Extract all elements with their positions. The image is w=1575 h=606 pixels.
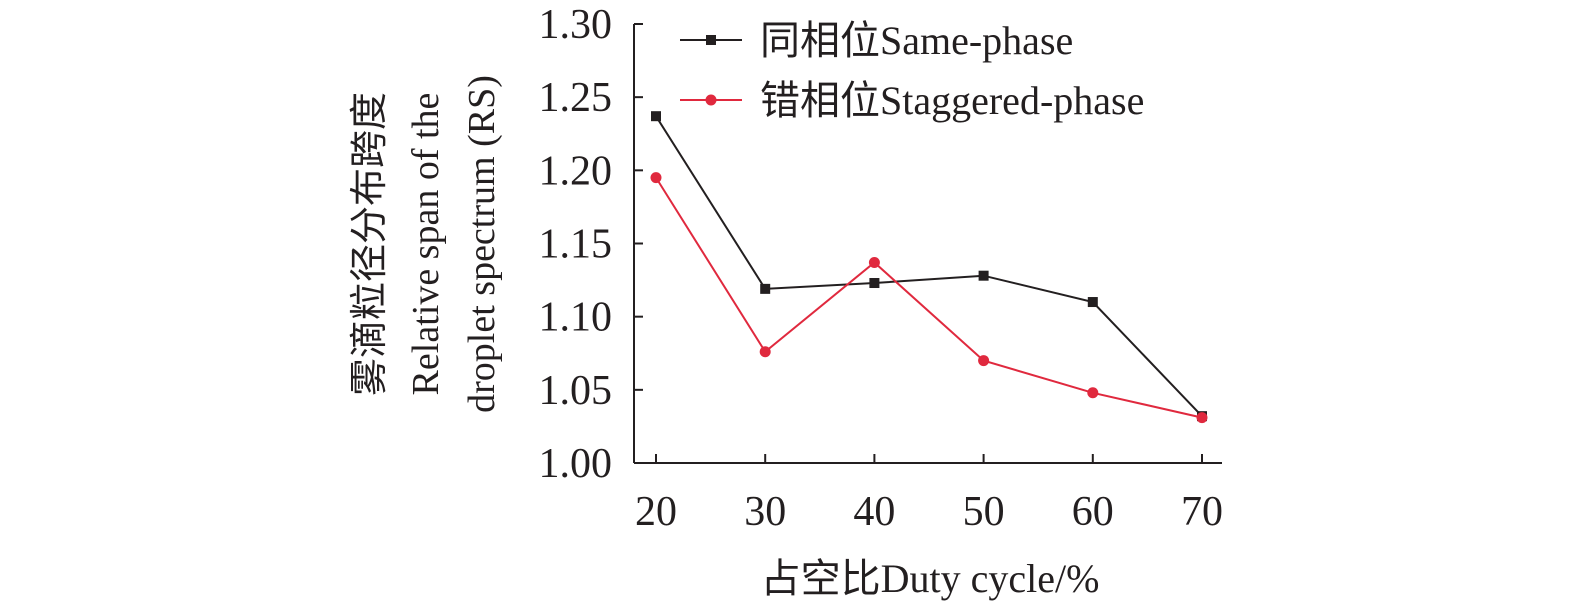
y-tick-label: 1.20 bbox=[539, 148, 613, 194]
y-axis-label-line: droplet spectrum (RS) bbox=[461, 75, 503, 413]
y-tick-label: 1.00 bbox=[539, 441, 613, 487]
x-tick-label: 40 bbox=[853, 489, 895, 535]
data-point-circle bbox=[650, 172, 662, 184]
data-point-circle bbox=[978, 355, 990, 367]
y-tick-label: 1.05 bbox=[539, 368, 613, 414]
x-tick-label: 30 bbox=[744, 489, 786, 535]
series-lines bbox=[650, 111, 1208, 424]
data-point-square bbox=[869, 278, 880, 289]
y-tick-label: 1.30 bbox=[539, 2, 613, 48]
y-tick-label: 1.25 bbox=[539, 75, 613, 121]
x-tick-label: 60 bbox=[1072, 489, 1114, 535]
x-tick-label: 20 bbox=[635, 489, 677, 535]
series-line-same-phase bbox=[655, 115, 1203, 417]
y-tick-label: 1.10 bbox=[539, 295, 613, 341]
y-axis-label: 雾滴粒径分布跨度 Relative span of the droplet spec… bbox=[349, 75, 503, 413]
tick-labels: 1.00 1.05 1.10 1.15 1.20 1.25 1.30 20 30 40 50 60 70 bbox=[539, 2, 1224, 535]
y-tick-label: 1.15 bbox=[539, 222, 613, 268]
data-point-circle bbox=[868, 257, 880, 269]
x-axis-label: 占空比Duty cycle/% bbox=[761, 556, 1100, 601]
legend-marker-circle bbox=[705, 94, 717, 106]
legend-label: 同相位Same-phase bbox=[760, 18, 1073, 63]
data-point-square bbox=[760, 283, 771, 294]
data-point-circle bbox=[1087, 387, 1099, 399]
legend-label: 错相位Staggered-phase bbox=[760, 78, 1144, 123]
legend-marker-square bbox=[706, 35, 716, 45]
axes bbox=[633, 23, 1222, 464]
data-point-circle bbox=[1196, 412, 1208, 424]
x-tick-label: 70 bbox=[1181, 489, 1223, 535]
y-axis-label-line: Relative span of the bbox=[405, 93, 447, 396]
series-line-staggered-phase bbox=[655, 177, 1203, 419]
data-point-square bbox=[978, 270, 989, 281]
data-point-square bbox=[1087, 297, 1098, 308]
x-tick-label: 50 bbox=[963, 489, 1005, 535]
data-point-square bbox=[651, 111, 661, 122]
y-axis-label-line: 雾滴粒径分布跨度 bbox=[349, 92, 391, 396]
data-point-circle bbox=[759, 346, 771, 358]
legend: 同相位Same-phase 错相位Staggered-phase bbox=[680, 18, 1144, 123]
